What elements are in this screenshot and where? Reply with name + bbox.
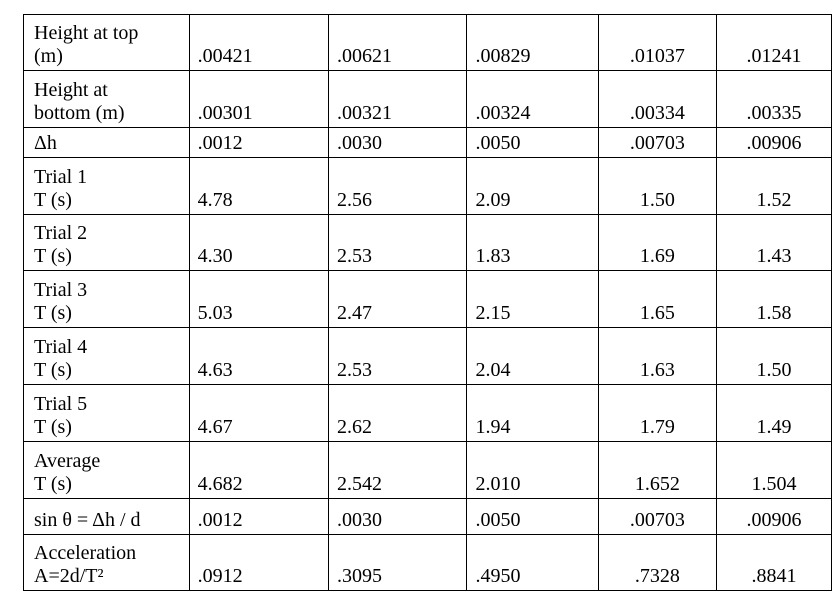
label-line: T (s) [34, 245, 72, 267]
value-cell: .0030 [327, 127, 468, 158]
value-cell: .00301 [188, 70, 329, 128]
label-line: T (s) [34, 302, 72, 324]
value-cell: .00703 [597, 498, 717, 535]
table-row: Average T (s) 4.682 2.542 2.010 1.652 1.504 [23, 441, 832, 499]
label-line: Height at [34, 79, 108, 101]
value-cell: 2.53 [327, 214, 468, 271]
label-line: Trial 1 [34, 166, 88, 188]
label-line: Trial 3 [34, 279, 88, 301]
label-line: sin θ = Δh / d [34, 509, 141, 531]
value-cell: .7328 [597, 534, 717, 591]
value-cell: 2.47 [327, 270, 468, 328]
row-label: Average T (s) [23, 441, 190, 499]
value-cell: 2.53 [327, 327, 468, 385]
value-cell: 4.682 [188, 441, 329, 499]
value-cell: 2.09 [466, 157, 599, 215]
value-cell: .0050 [466, 498, 599, 535]
row-label: Acceleration A=2d/T² [23, 534, 190, 591]
value-cell: 4.67 [188, 384, 329, 442]
value-cell: 1.63 [597, 327, 717, 385]
value-cell: .4950 [466, 534, 599, 591]
row-label: Δh [23, 127, 190, 158]
value-cell: 1.652 [597, 441, 717, 499]
row-label: sin θ = Δh / d [23, 498, 190, 535]
label-line: T (s) [34, 189, 72, 211]
value-cell: .00421 [188, 14, 329, 71]
value-cell: .3095 [327, 534, 468, 591]
label-line: bottom (m) [34, 102, 125, 124]
table-row: sin θ = Δh / d .0012.0030.0050.00703.0090… [23, 498, 832, 535]
value-cell: 5.03 [188, 270, 329, 328]
value-cell: 1.52 [715, 157, 832, 215]
value-cell: .00335 [715, 70, 832, 128]
value-cell: .00906 [715, 127, 832, 158]
value-cell: 1.83 [466, 214, 599, 271]
label-line: T (s) [34, 359, 72, 381]
value-cell: .00321 [327, 70, 468, 128]
value-cell: 2.15 [466, 270, 599, 328]
table-row: Δh .0012.0030.0050.00703.00906 [23, 127, 832, 158]
value-cell: 1.94 [466, 384, 599, 442]
value-cell: .01037 [597, 14, 717, 71]
value-cell: 2.62 [327, 384, 468, 442]
value-cell: 4.78 [188, 157, 329, 215]
label-line: T (s) [34, 416, 72, 438]
value-cell: .0030 [327, 498, 468, 535]
value-cell: 1.49 [715, 384, 832, 442]
table-row: Acceleration A=2d/T² .0912.3095.4950.7328.… [23, 534, 832, 591]
data-table: Height at top (m) .00421.00621.00829.01037… [23, 14, 832, 591]
label-line: Δh [34, 132, 57, 154]
value-cell: 1.50 [715, 327, 832, 385]
row-label: Height at top (m) [23, 14, 190, 71]
label-line: (m) [34, 45, 63, 67]
label-line: Average [34, 450, 101, 472]
label-line: A=2d/T² [34, 565, 104, 587]
value-cell: 1.65 [597, 270, 717, 328]
value-cell: .0012 [188, 498, 329, 535]
value-cell: 2.04 [466, 327, 599, 385]
table-row: Height at top (m) .00421.00621.00829.01037… [23, 14, 832, 71]
value-cell: .00703 [597, 127, 717, 158]
value-cell: .8841 [715, 534, 832, 591]
value-cell: .0912 [188, 534, 329, 591]
value-cell: 4.30 [188, 214, 329, 271]
value-cell: 1.69 [597, 214, 717, 271]
label-line: Trial 4 [34, 336, 88, 358]
value-cell: 1.504 [715, 441, 832, 499]
value-cell: .00324 [466, 70, 599, 128]
value-cell: .0050 [466, 127, 599, 158]
value-cell: 2.56 [327, 157, 468, 215]
value-cell: .01241 [715, 14, 832, 71]
label-line: T (s) [34, 473, 72, 495]
value-cell: .00621 [327, 14, 468, 71]
value-cell: .00334 [597, 70, 717, 128]
value-cell: 1.50 [597, 157, 717, 215]
row-label: Height at bottom (m) [23, 70, 190, 128]
label-line: Trial 5 [34, 393, 88, 415]
value-cell: 4.63 [188, 327, 329, 385]
label-line: Trial 2 [34, 222, 88, 244]
value-cell: .00829 [466, 14, 599, 71]
value-cell: 2.542 [327, 441, 468, 499]
value-cell: .0012 [188, 127, 329, 158]
label-line: Height at top [34, 22, 139, 44]
value-cell: 1.58 [715, 270, 832, 328]
value-cell: 1.79 [597, 384, 717, 442]
value-cell: 1.43 [715, 214, 832, 271]
value-cell: 2.010 [466, 441, 599, 499]
table-row: Height at bottom (m) .00301.00321.00324.00… [23, 70, 832, 128]
label-line: Acceleration [34, 542, 137, 564]
value-cell: .00906 [715, 498, 832, 535]
